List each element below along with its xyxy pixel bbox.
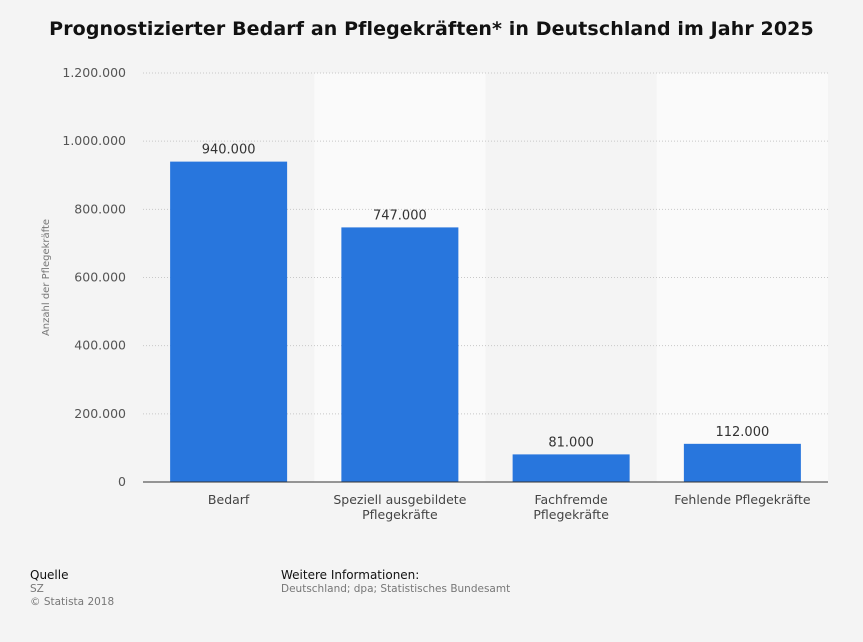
copyright-text: © Statista 2018	[30, 596, 115, 608]
info-text: Deutschland; dpa; Statistisches Bundesam…	[281, 583, 511, 595]
y-tick-label: 1.000.000	[62, 133, 126, 148]
source-block: Quelle SZ © Statista 2018	[30, 568, 114, 608]
source-text: SZ	[30, 583, 44, 595]
x-tick-label: Speziell ausgebildete Pflegekräfte	[333, 492, 466, 522]
plot-band	[656, 73, 828, 482]
x-tick-label: Fehlende Pflegekräfte	[674, 492, 811, 507]
data-label: 112.000	[715, 425, 769, 440]
info-block: Weitere Informationen: Deutschland; dpa;…	[281, 568, 510, 595]
data-label: 747.000	[373, 208, 427, 223]
source-heading: Quelle	[30, 568, 69, 582]
info-heading: Weitere Informationen:	[281, 568, 420, 582]
y-axis-label: Anzahl der Pflegekräfte	[41, 219, 52, 336]
bar	[341, 227, 459, 482]
x-tick-label: Fachfremde Pflegekräfte	[533, 492, 609, 522]
y-tick-label: 0	[118, 474, 126, 489]
y-tick-label: 1.200.000	[62, 65, 126, 80]
data-label: 81.000	[548, 435, 594, 450]
x-tick-label: Bedarf	[208, 492, 250, 507]
bar	[170, 161, 288, 482]
y-tick-label: 600.000	[74, 270, 126, 285]
chart-title: Prognostizierter Bedarf an Pflegekräften…	[49, 18, 814, 40]
y-tick-label: 200.000	[74, 406, 126, 421]
data-label: 940.000	[202, 143, 256, 158]
bar	[683, 443, 801, 482]
y-tick-label: 400.000	[74, 338, 126, 353]
bar	[512, 454, 630, 482]
y-tick-label: 800.000	[74, 201, 126, 216]
